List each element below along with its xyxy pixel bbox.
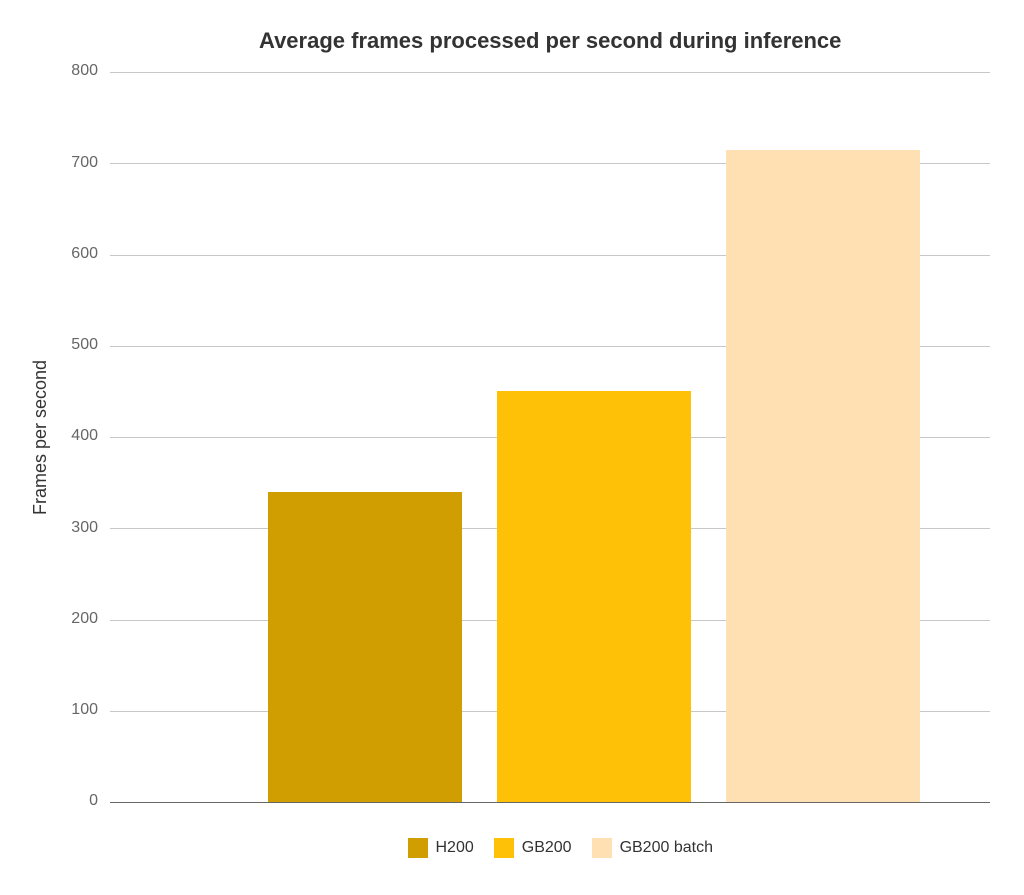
- bar-gb200: [497, 391, 691, 802]
- y-tick-label: 0: [89, 792, 98, 810]
- bar-gb200-batch: [726, 150, 920, 802]
- chart-title: Average frames processed per second duri…: [259, 28, 841, 54]
- legend-item-h200: H200: [408, 838, 474, 858]
- y-tick-label: 200: [71, 610, 98, 628]
- legend-label: GB200 batch: [620, 839, 713, 857]
- legend-label: GB200: [522, 839, 572, 857]
- y-axis-label: Frames per second: [30, 359, 51, 514]
- bar-h200: [268, 492, 462, 802]
- gridline: [110, 802, 990, 803]
- y-tick-label: 600: [71, 245, 98, 263]
- y-tick-label: 100: [71, 701, 98, 719]
- gridline: [110, 72, 990, 73]
- legend-swatch: [592, 838, 612, 858]
- y-tick-label: 800: [71, 62, 98, 80]
- legend-item-gb200-batch: GB200 batch: [592, 838, 713, 858]
- plot-area: [110, 72, 990, 802]
- y-tick-label: 300: [71, 519, 98, 537]
- y-tick-label: 700: [71, 154, 98, 172]
- bar-chart: Average frames processed per second duri…: [0, 0, 1024, 895]
- y-tick-label: 400: [71, 427, 98, 445]
- legend-label: H200: [436, 839, 474, 857]
- y-tick-label: 500: [71, 336, 98, 354]
- legend-item-gb200: GB200: [494, 838, 572, 858]
- legend-swatch: [408, 838, 428, 858]
- legend: H200 GB200 GB200 batch: [408, 838, 713, 858]
- legend-swatch: [494, 838, 514, 858]
